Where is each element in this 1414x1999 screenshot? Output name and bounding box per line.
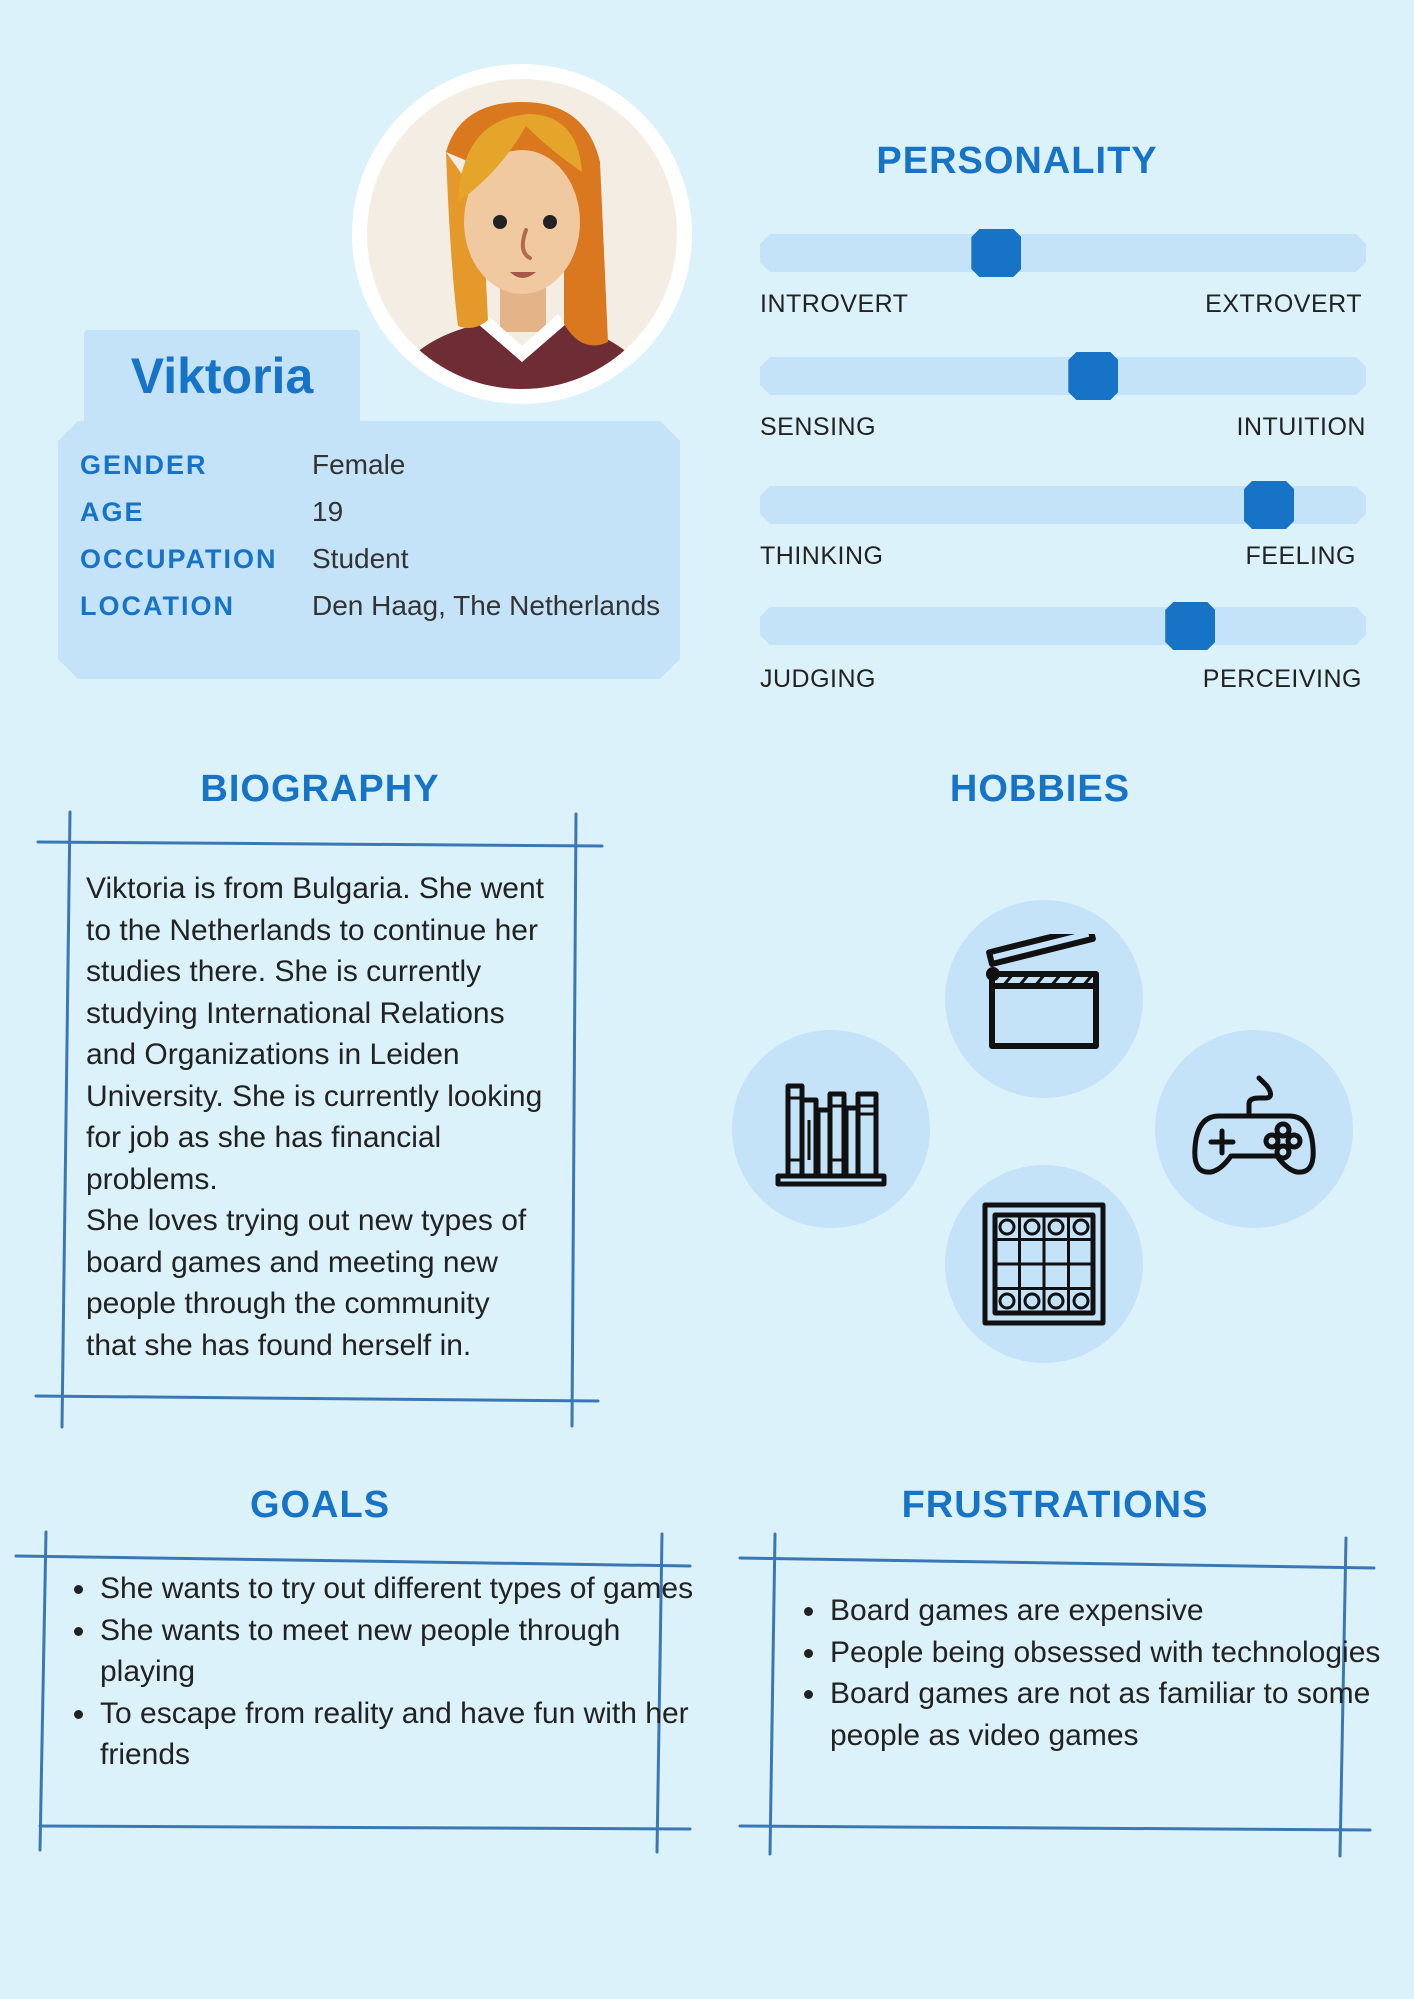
woman-avatar-icon: [352, 64, 692, 404]
biography-line: University. She is currently looking: [86, 1079, 543, 1113]
biography-line: studying International Relations: [86, 996, 505, 1030]
info-value: Student: [312, 543, 409, 574]
info-value: 19: [312, 496, 344, 527]
biography-title: BIOGRAPHY: [200, 768, 440, 810]
trait-track-sensing-intuition: [760, 357, 1366, 395]
trait-slider-thumb[interactable]: [1244, 481, 1295, 529]
trait-left-label: JUDGING: [760, 665, 876, 693]
biography-line: that she has found herself in.: [86, 1328, 472, 1362]
info-value: Den Haag, The Netherlands: [312, 590, 661, 621]
hobby-reading: [732, 1030, 930, 1228]
biography-line: and Organizations in Leiden: [86, 1038, 460, 1071]
list-item: She wants to try out different types of …: [98, 1568, 698, 1610]
trait-left-label: THINKING: [760, 542, 884, 570]
trait-slider-thumb[interactable]: [971, 229, 1022, 277]
trait-left-label: INTROVERT: [760, 290, 909, 318]
hobby-board-games: [945, 1165, 1143, 1363]
trait-right-label: PERCEIVING: [1202, 665, 1362, 693]
biography-line: people through the community: [86, 1287, 490, 1320]
gamepad-icon: [1192, 1075, 1316, 1175]
hobbies-title: HOBBIES: [949, 768, 1131, 810]
goals-list: She wants to try out different types of …: [60, 1568, 698, 1776]
trait-right-label: INTUITION: [1236, 413, 1366, 441]
frustrations-list: Board games are expensive People being o…: [790, 1590, 1388, 1756]
persona-name: Viktoria: [130, 348, 314, 404]
board-game-icon: [982, 1202, 1106, 1326]
books-icon: [775, 1083, 887, 1187]
trait-slider-thumb[interactable]: [1165, 602, 1216, 650]
info-value: Female: [312, 449, 406, 480]
info-label: AGE: [80, 497, 145, 527]
info-label: LOCATION: [80, 591, 235, 621]
biography-line: for job as she has financial: [86, 1121, 442, 1154]
trait-track-judging-perceiving: [760, 607, 1366, 645]
avatar: [350, 62, 694, 406]
trait-left-label: SENSING: [760, 413, 877, 441]
biography-line: problems.: [86, 1162, 218, 1196]
goals-title: GOALS: [249, 1484, 391, 1526]
clapperboard-icon: [986, 934, 1099, 1049]
trait-right-label: EXTROVERT: [1205, 290, 1362, 318]
list-item: People being obsessed with technologies: [828, 1632, 1388, 1674]
list-item: Board games are expensive: [828, 1590, 1388, 1632]
biography-line: studies there. She is currently: [86, 955, 482, 988]
info-label: OCCUPATION: [80, 544, 278, 574]
personality-title: PERSONALITY: [876, 140, 1158, 182]
hobby-movies: [945, 900, 1143, 1098]
biography-line: Viktoria is from Bulgaria. She went: [86, 872, 544, 905]
info-card: GENDER Female AGE 19 OCCUPATION Student …: [58, 421, 680, 679]
info-label: GENDER: [80, 450, 208, 480]
trait-right-label: FEELING: [1245, 542, 1356, 570]
list-item: Board games are not as familiar to some …: [828, 1673, 1388, 1756]
biography-text: Viktoria is from Bulgaria. She went to th…: [86, 868, 586, 1366]
list-item: She wants to meet new people through pla…: [98, 1610, 698, 1693]
trait-track-introvert-extrovert: [760, 234, 1366, 272]
biography-line: She loves trying out new types of: [86, 1204, 527, 1237]
frustrations-title: FRUSTRATIONS: [901, 1484, 1209, 1526]
list-item: To escape from reality and have fun with…: [98, 1693, 698, 1776]
hobby-video-games: [1155, 1030, 1353, 1228]
biography-line: board games and meeting new: [86, 1245, 498, 1279]
name-tab: Viktoria: [84, 330, 360, 422]
biography-line: to the Netherlands to continue her: [86, 913, 538, 947]
trait-slider-thumb[interactable]: [1068, 352, 1119, 400]
